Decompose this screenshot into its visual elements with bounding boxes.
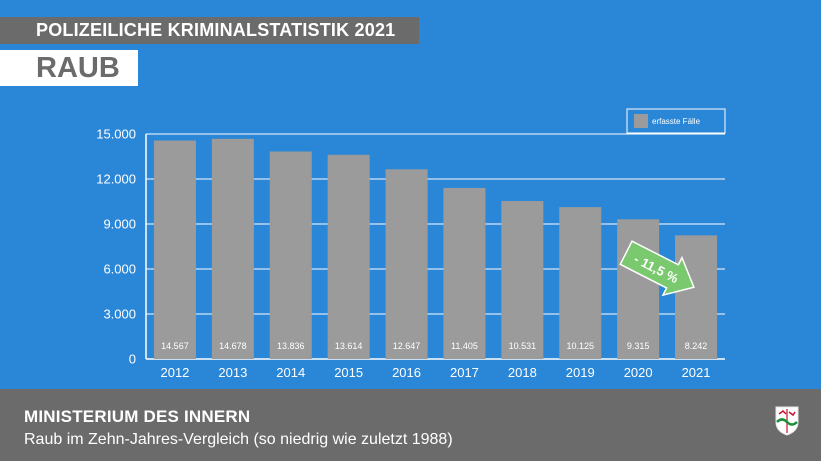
x-tick-label: 2012 (160, 365, 189, 380)
x-tick-label: 2018 (508, 365, 537, 380)
bar (617, 219, 660, 359)
x-tick-label: 2017 (450, 365, 479, 380)
y-tick-label: 6.000 (103, 262, 136, 277)
data-label: 14.678 (219, 341, 247, 351)
x-tick-label: 2021 (682, 365, 711, 380)
bar (153, 140, 196, 359)
y-tick-label: 12.000 (96, 172, 136, 187)
x-tick-label: 2013 (218, 365, 247, 380)
x-tick-label: 2015 (334, 365, 363, 380)
bar (211, 138, 254, 359)
bar (559, 207, 602, 359)
data-label: 14.567 (161, 341, 189, 351)
bar-chart: 0 3.000 6.000 9.000 12.000 15.000 14.567 2012 14… (96, 108, 726, 380)
legend-box (626, 108, 726, 134)
x-tick-label: 2020 (624, 365, 653, 380)
nrw-crest-icon (775, 406, 799, 436)
bar (385, 169, 428, 359)
bar (501, 201, 544, 359)
arrow-shape (619, 240, 695, 297)
page-title: RAUB (0, 50, 138, 86)
footer-subtitle: Raub im Zehn-Jahres-Vergleich (so niedri… (24, 431, 453, 448)
bar (327, 154, 370, 359)
bar (269, 151, 312, 359)
data-label: 9.315 (627, 341, 650, 351)
data-label: 8.242 (685, 341, 708, 351)
legend-swatch (634, 114, 648, 128)
legend-label: erfasste Fälle (652, 117, 701, 126)
ministry-name: MINISTERIUM DES INNERN (24, 407, 251, 426)
x-tick-label: 2014 (276, 365, 305, 380)
data-label: 11.405 (451, 341, 478, 351)
data-label: 12.647 (393, 341, 421, 351)
footer: MINISTERIUM DES INNERN Raub im Zehn-Jahr… (0, 389, 821, 461)
bar (443, 187, 486, 359)
x-tick-label: 2019 (566, 365, 595, 380)
y-tick-label: 9.000 (103, 217, 136, 232)
y-tick-label: 3.000 (103, 307, 136, 322)
data-label: 13.836 (277, 341, 305, 351)
y-tick-label: 15.000 (96, 127, 136, 142)
y-tick-label: 0 (129, 352, 136, 367)
data-label: 10.531 (509, 341, 537, 351)
header-kicker: POLIZEILICHE KRIMINALSTATISTIK 2021 (0, 17, 419, 44)
x-tick-label: 2016 (392, 365, 421, 380)
data-label: 10.125 (566, 341, 594, 351)
data-label: 13.614 (335, 341, 363, 351)
